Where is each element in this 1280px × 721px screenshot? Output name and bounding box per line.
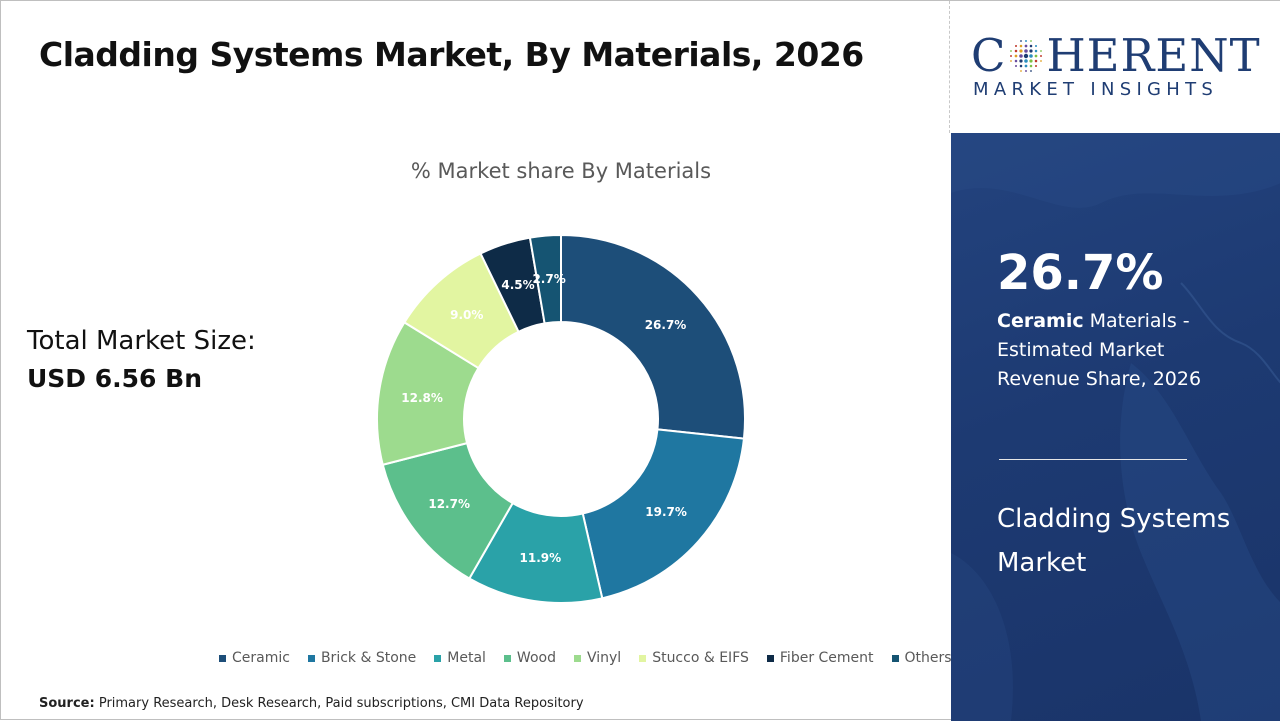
logo-subtitle: MARKET INSIGHTS — [973, 79, 1219, 100]
slice-label-vinyl: 12.8% — [401, 391, 443, 405]
kpi-description: Ceramic Materials - Estimated Market Rev… — [997, 307, 1237, 394]
legend-label: Fiber Cement — [779, 650, 874, 666]
header-divider — [949, 1, 950, 133]
logo-wordmark: C HERENT — [971, 29, 1261, 82]
source-note: Source: Primary Research, Desk Research,… — [39, 696, 584, 711]
legend-item-brick-stone: Brick & Stone — [307, 650, 417, 666]
source-label: Source: — [39, 696, 95, 711]
logo-letters-rest: HERENT — [1046, 29, 1261, 82]
legend-item-vinyl: Vinyl — [573, 650, 622, 666]
donut-slice-ceramic — [560, 233, 746, 440]
legend-label: Others — [904, 650, 952, 666]
legend-label: Stucco & EIFS — [652, 650, 749, 666]
legend-item-wood: Wood — [503, 650, 556, 666]
legend-swatch — [639, 654, 647, 662]
panel-divider — [999, 459, 1187, 460]
slice-label-ceramic: 26.7% — [645, 318, 687, 332]
slice-label-brick-stone: 19.7% — [645, 505, 687, 519]
chart-title: % Market share By Materials — [410, 159, 712, 183]
logo-letter-c: C — [971, 29, 1007, 82]
highlight-panel: 26.7% Ceramic Materials - Estimated Mark… — [951, 133, 1280, 721]
kpi-segment: Ceramic — [997, 310, 1084, 332]
legend-label: Brick & Stone — [320, 650, 417, 666]
legend-swatch — [891, 654, 899, 662]
market-size-label: Total Market Size: — [27, 326, 256, 356]
slice-label-wood: 12.7% — [428, 497, 470, 511]
legend-swatch — [219, 654, 226, 662]
chart-legend: Ceramic Brick & Stone Metal Wood Vinyl Stucco… — [219, 650, 952, 666]
donut-slice-others — [528, 233, 562, 325]
legend-item-stucco-eifs: Stucco & EIFS — [639, 650, 749, 666]
slice-label-stucco-eifs: 9.0% — [450, 308, 483, 322]
legend-item-others: Others — [891, 650, 952, 666]
page-title: Cladding Systems Market, By Materials, 2… — [39, 35, 864, 74]
donut-chart: 26.7% 19.7% 11.9% 12.7% 12.8% 9.0% 4.5%2.7% — [376, 233, 746, 604]
market-size-block: Total Market Size: USD 6.56 Bn — [27, 326, 256, 393]
legend-swatch — [766, 654, 774, 662]
kpi-description-text: Materials - Estimated Market Revenue Sha… — [997, 310, 1202, 390]
kpi-value: 26.7% — [997, 245, 1164, 301]
panel-market-name: Cladding Systems Market — [997, 504, 1231, 578]
map-background-icon — [951, 133, 1280, 721]
source-text: Primary Research, Desk Research, Paid su… — [98, 696, 584, 711]
legend-label: Ceramic — [232, 650, 290, 666]
slice-label-fiber-cement: 4.5% — [501, 278, 534, 292]
legend-item-metal: Metal — [434, 650, 486, 666]
legend-label: Wood — [516, 650, 556, 666]
logo-globe-icon — [1010, 39, 1043, 72]
legend-label: Vinyl — [586, 650, 622, 666]
legend-item-fiber-cement: Fiber Cement — [766, 650, 874, 666]
donut-slice-brick-stone — [581, 428, 746, 600]
legend-label: Metal — [447, 650, 486, 666]
legend-swatch — [503, 654, 511, 662]
legend-swatch — [573, 654, 581, 662]
legend-item-ceramic: Ceramic — [219, 650, 290, 666]
legend-swatch — [307, 654, 315, 662]
market-size-value: USD 6.56 Bn — [27, 364, 202, 393]
slice-label-metal: 11.9% — [520, 551, 562, 565]
slice-label-others: 2.7% — [532, 272, 565, 286]
brand-logo: C HERENT MARKET INSIGHTS — [951, 1, 1280, 133]
legend-swatch — [434, 654, 442, 662]
